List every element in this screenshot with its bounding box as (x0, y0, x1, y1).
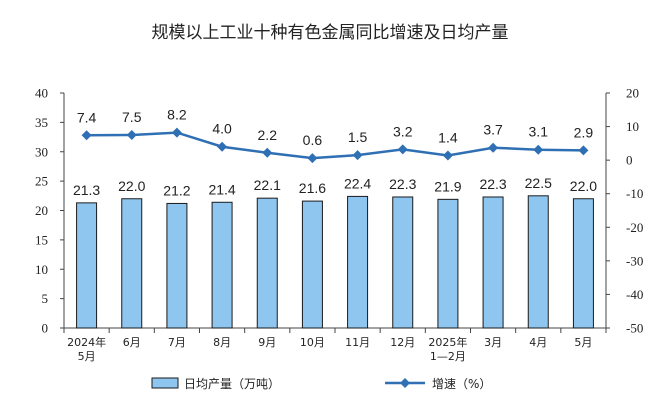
x-tick-label: 11月 (345, 336, 370, 349)
x-tick-label: 7月 (168, 336, 186, 349)
growth-value-label: 1.5 (348, 129, 368, 145)
left-tick-label: 15 (35, 232, 48, 247)
bar-value-label: 22.0 (118, 178, 145, 194)
growth-value-label: 3.2 (393, 123, 413, 139)
growth-point (488, 142, 499, 153)
bar (166, 202, 188, 329)
bar-value-label: 22.3 (479, 176, 506, 192)
right-tick-label: 20 (626, 86, 639, 101)
growth-point (81, 130, 92, 141)
growth-point (262, 147, 273, 158)
bar (121, 198, 143, 329)
growth-value-label: 2.2 (258, 127, 278, 143)
growth-point (217, 141, 228, 152)
x-tick-label: 9月 (258, 336, 276, 349)
growth-point (578, 145, 589, 156)
bar-value-label: 21.4 (208, 181, 235, 197)
right-tick-label: 10 (626, 119, 639, 134)
bar (392, 196, 414, 329)
x-tick-label: 1—2月 (430, 350, 466, 363)
x-tick-label: 5月 (78, 350, 96, 363)
right-tick-label: -20 (626, 220, 643, 235)
legend-line-marker (400, 378, 410, 388)
left-tick-label: 40 (35, 86, 48, 101)
growth-value-label: 7.5 (122, 109, 142, 125)
x-tick-label: 12月 (390, 336, 415, 349)
bar (482, 196, 504, 329)
bar (437, 198, 459, 329)
legend-line-label: 增速（%） (432, 377, 491, 391)
bar-value-label: 22.0 (570, 178, 597, 194)
growth-value-label: 3.7 (483, 122, 503, 138)
x-tick-label: 3月 (484, 336, 502, 349)
bar (572, 198, 594, 329)
x-tick-label: 6月 (123, 336, 141, 349)
x-tick-label: 4月 (529, 336, 547, 349)
growth-point (307, 153, 318, 164)
bar (256, 197, 278, 329)
x-tick-label: 2024年 (67, 335, 106, 349)
left-tick-label: 35 (35, 115, 48, 130)
bar-value-label: 22.3 (389, 176, 416, 192)
bar (527, 195, 549, 329)
left-tick-label: 5 (42, 291, 49, 306)
left-tick-label: 0 (42, 321, 49, 336)
bar (76, 202, 98, 329)
growth-point (171, 127, 182, 138)
growth-line (86, 131, 584, 160)
growth-value-label: 7.4 (77, 109, 97, 125)
legend: 日均产量（万吨） 增速（%） (151, 377, 491, 391)
right-tick-label: -10 (626, 186, 643, 201)
bar-value-label: 22.4 (344, 175, 371, 191)
growth-value-label: 3.1 (529, 124, 549, 140)
right-tick-label: 0 (626, 153, 633, 168)
bar-value-label: 21.6 (299, 180, 326, 196)
bar-value-label: 22.1 (254, 177, 281, 193)
plot-area: 0 5 10 15 20 25 30 35 40 -50 -40 -30 -20 -10 0 10 20 2024… (35, 86, 643, 364)
growth-point (442, 150, 453, 161)
left-tick-label: 25 (35, 174, 48, 189)
x-tick-label: 2025年 (428, 335, 467, 349)
right-tick-label: -30 (626, 253, 643, 268)
left-tick-label: 10 (35, 262, 48, 277)
left-tick-label: 30 (35, 144, 48, 159)
x-tick-label: 8月 (213, 336, 231, 349)
legend-bar-label: 日均产量（万吨） (184, 377, 280, 391)
legend-bar-swatch (151, 377, 179, 389)
growth-value-label: 8.2 (167, 107, 187, 123)
growth-value-label: 0.6 (303, 132, 323, 148)
right-tick-label: -50 (626, 321, 643, 336)
growth-value-label: 4.0 (212, 121, 232, 137)
bar-value-label: 21.2 (163, 182, 190, 198)
chart-title: 规模以上工业十种有色金属同比增速及日均产量 (152, 23, 509, 43)
growth-value-label: 1.4 (438, 129, 458, 145)
bar-value-label: 21.3 (73, 182, 100, 198)
bar (211, 201, 233, 329)
bar-value-label: 21.9 (434, 178, 461, 194)
x-tick-label: 5月 (574, 336, 592, 349)
left-tick-label: 20 (35, 203, 48, 218)
growth-point (126, 129, 137, 140)
growth-value-label: 2.9 (574, 124, 594, 140)
bar-value-label: 22.5 (525, 175, 552, 191)
x-tick-label: 10月 (300, 336, 325, 349)
right-tick-label: -40 (626, 287, 643, 302)
bar (301, 200, 323, 329)
bar (347, 195, 369, 329)
growth-point (533, 144, 544, 155)
growth-point (397, 144, 408, 155)
growth-point (352, 150, 363, 161)
